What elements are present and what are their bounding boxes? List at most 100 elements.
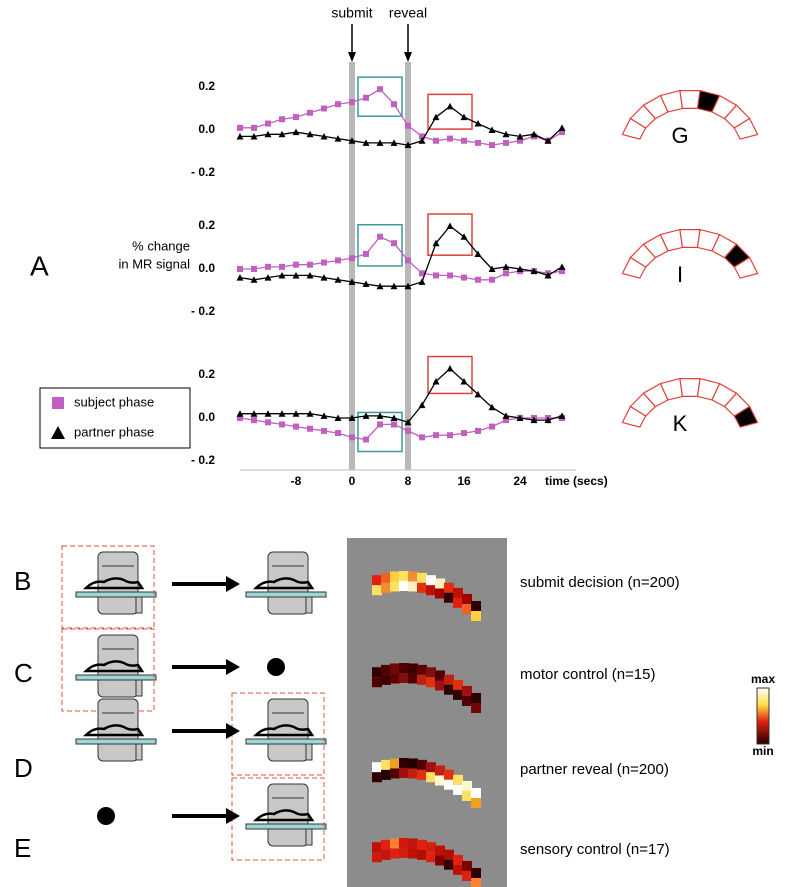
y-tick-label: 0.0: [198, 122, 215, 136]
data-point: [335, 257, 341, 263]
activation-pixel: [372, 585, 382, 595]
activation-pixel: [435, 766, 445, 776]
scanner-table: [76, 592, 156, 597]
condition-label: partner reveal (n=200): [520, 761, 669, 778]
colorbar-min: min: [752, 744, 773, 758]
activation-pixel: [381, 850, 391, 860]
activation-pixel: [381, 760, 391, 770]
data-point: [475, 120, 482, 127]
data-point: [433, 272, 439, 278]
data-point: [405, 123, 411, 129]
colorbar-max: max: [751, 672, 775, 686]
panel-label: A: [30, 250, 49, 281]
data-point: [307, 110, 313, 116]
activation-pixel: [381, 573, 391, 583]
no-action-dot: [97, 807, 115, 825]
series-line: [240, 89, 562, 145]
activation-pixel: [372, 667, 382, 677]
activation-pixel: [408, 571, 418, 581]
activation-pixel: [453, 598, 463, 608]
no-action-dot: [267, 658, 285, 676]
activation-pixel: [444, 770, 454, 780]
scanner-leg: [136, 744, 142, 760]
data-point: [391, 240, 397, 246]
data-point: [265, 264, 271, 270]
arrow-head: [226, 576, 240, 592]
activation-pixel: [417, 850, 427, 860]
activation-pixel: [444, 583, 454, 593]
activation-pixel: [471, 788, 481, 798]
scanner-table: [76, 739, 156, 744]
data-point: [447, 136, 453, 142]
activation-pixel: [372, 842, 382, 852]
data-point: [503, 140, 509, 146]
activation-pixel: [444, 593, 454, 603]
data-point: [307, 262, 313, 268]
activation-pixel: [471, 703, 481, 713]
data-point: [279, 264, 285, 270]
x-axis-label: time (secs): [545, 474, 608, 488]
data-point: [321, 428, 327, 434]
activation-pixel: [381, 675, 391, 685]
activation-pixel: [381, 840, 391, 850]
region-label: I: [677, 262, 683, 287]
scanner-leg: [306, 744, 312, 760]
data-point: [251, 266, 257, 272]
activation-pixel: [390, 848, 400, 858]
figure: A max min submitreveal0.20.0- 0.2G0.20.0…: [0, 0, 811, 887]
activation-pixel: [417, 665, 427, 675]
series-line: [240, 226, 562, 286]
data-point: [419, 278, 426, 285]
activation-pixel: [390, 571, 400, 581]
scanner-table: [246, 739, 326, 744]
activation-pixel: [471, 693, 481, 703]
activation-pixel: [417, 770, 427, 780]
activation-pixel: [426, 762, 436, 772]
scanner-table: [76, 675, 156, 680]
activation-pixel: [426, 772, 436, 782]
data-point: [461, 138, 467, 144]
region-label: G: [671, 123, 688, 148]
activation-pixel: [462, 871, 472, 881]
activation-pixel: [408, 581, 418, 591]
activation-pixel: [462, 686, 472, 696]
activation-pixel: [372, 762, 382, 772]
activation-pixel: [471, 878, 481, 887]
activation-pixel: [426, 842, 436, 852]
data-point: [405, 257, 411, 263]
activation-pixel: [390, 758, 400, 768]
data-point: [559, 263, 566, 270]
activation-pixel: [435, 856, 445, 866]
activation-pixel: [372, 575, 382, 585]
data-point: [489, 127, 496, 134]
activation-pixel: [399, 673, 409, 683]
activation-pixel: [426, 677, 436, 687]
activation-pixel: [390, 663, 400, 673]
activation-pixel: [408, 673, 418, 683]
data-point: [265, 419, 271, 425]
y-tick-label: 0.2: [198, 218, 215, 232]
data-point: [237, 266, 243, 272]
activation-pixel: [372, 677, 382, 687]
activation-pixel: [462, 594, 472, 604]
data-point: [349, 255, 355, 261]
data-point: [461, 275, 467, 281]
x-tick-label: 24: [513, 474, 527, 488]
data-point: [475, 428, 481, 434]
data-point: [349, 434, 355, 440]
event-band: [349, 62, 355, 470]
arrow-head: [226, 808, 240, 824]
activation-pixel: [435, 589, 445, 599]
activation-pixel: [453, 588, 463, 598]
activation-pixel: [372, 772, 382, 782]
activation-pixel: [390, 838, 400, 848]
activation-pixel: [390, 581, 400, 591]
data-point: [447, 272, 453, 278]
activation-pixel: [417, 573, 427, 583]
condition-letter: B: [14, 566, 31, 596]
activation-pixel: [426, 667, 436, 677]
condition-letter: E: [14, 833, 31, 863]
scanner-leg: [306, 829, 312, 845]
scanner-table: [246, 824, 326, 829]
series-line: [240, 106, 562, 145]
